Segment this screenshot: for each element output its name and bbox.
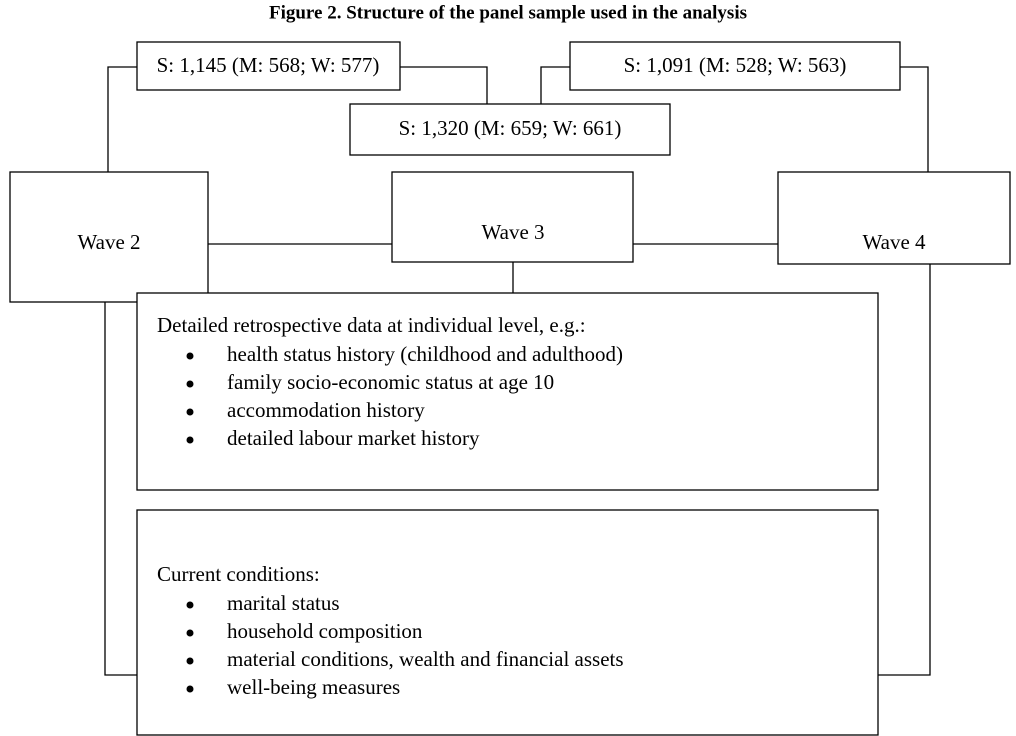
bullet	[186, 352, 194, 360]
sample-box	[569, 41, 901, 91]
sample-label: S: 1,145 (M: 568; W: 577)	[157, 53, 380, 77]
list-item: marital status	[227, 591, 340, 615]
list-item: well-being measures	[227, 675, 400, 699]
wave-box	[777, 171, 1011, 265]
title: Figure 2. Structure of the panel sample …	[269, 2, 747, 23]
bullet	[186, 685, 194, 693]
bullet	[186, 657, 194, 665]
list-item: household composition	[227, 619, 423, 643]
list-item: family socio-economic status at age 10	[227, 370, 554, 394]
bullet	[186, 629, 194, 637]
bullet	[186, 380, 194, 388]
list-item: material conditions, wealth and financia…	[227, 647, 624, 671]
list-item: detailed labour market history	[227, 426, 480, 450]
list-heading: Current conditions:	[157, 562, 320, 586]
current-box	[136, 509, 879, 736]
sample-label: S: 1,091 (M: 528; W: 563)	[624, 53, 847, 77]
wave-box	[9, 171, 209, 303]
sample-box	[349, 103, 671, 156]
wave-box	[391, 171, 634, 263]
wave-label: Wave 3	[481, 220, 544, 244]
sample-box	[136, 41, 401, 91]
list-item: health status history (childhood and adu…	[227, 342, 623, 366]
connectors	[104, 66, 931, 676]
list-item: accommodation history	[227, 398, 425, 422]
retrospective-box	[136, 292, 879, 491]
list-heading: Detailed retrospective data at individua…	[157, 313, 586, 337]
wave-label: Wave 2	[77, 230, 140, 254]
bullet	[186, 408, 194, 416]
bullet	[186, 436, 194, 444]
sample-label: S: 1,320 (M: 659; W: 661)	[399, 116, 622, 140]
bullet	[186, 601, 194, 609]
wave-label: Wave 4	[862, 230, 926, 254]
